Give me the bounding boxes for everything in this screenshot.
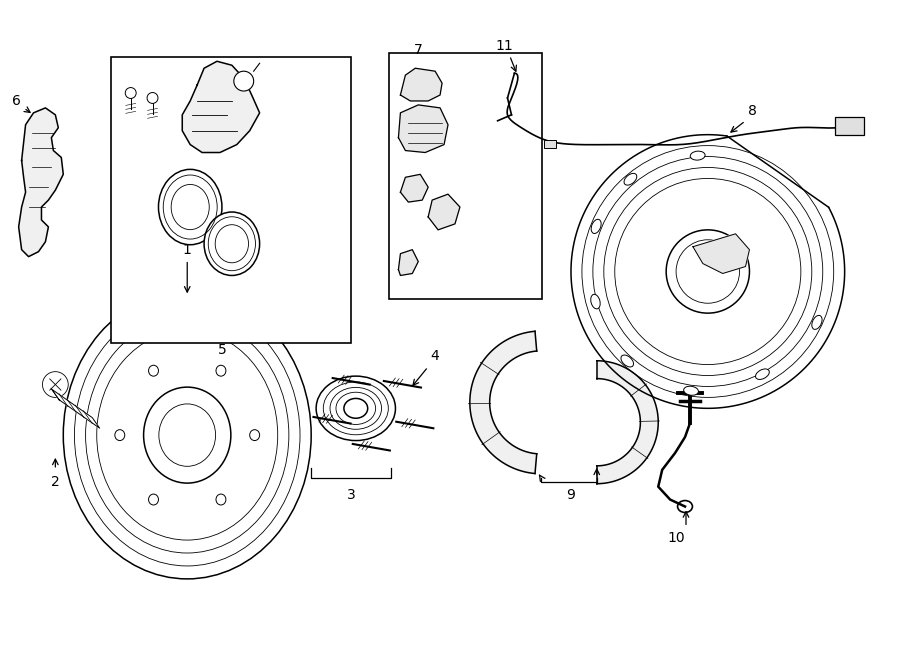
Polygon shape (399, 250, 418, 276)
Polygon shape (400, 175, 428, 202)
Polygon shape (183, 61, 259, 153)
Bar (834, 117, 865, 135)
Ellipse shape (591, 219, 601, 233)
Ellipse shape (624, 173, 637, 185)
Ellipse shape (812, 315, 822, 329)
Ellipse shape (755, 369, 770, 379)
Text: 2: 2 (51, 475, 59, 488)
Circle shape (147, 93, 158, 103)
Bar (544, 139, 556, 147)
Circle shape (666, 230, 750, 313)
Text: 4: 4 (431, 349, 439, 363)
Ellipse shape (684, 386, 698, 395)
Ellipse shape (216, 366, 226, 376)
Bar (389, 54, 542, 299)
Text: 1: 1 (183, 243, 192, 256)
Text: 7: 7 (414, 44, 423, 58)
Ellipse shape (316, 376, 395, 441)
Polygon shape (693, 234, 750, 274)
Ellipse shape (590, 294, 600, 309)
Circle shape (42, 371, 68, 397)
Ellipse shape (216, 494, 226, 505)
Ellipse shape (344, 399, 368, 418)
Polygon shape (51, 389, 100, 428)
Ellipse shape (690, 151, 705, 160)
Bar (111, 58, 351, 343)
Text: 5: 5 (218, 343, 226, 357)
Text: 9: 9 (566, 488, 575, 502)
Polygon shape (19, 108, 63, 256)
Polygon shape (399, 105, 448, 153)
Ellipse shape (148, 494, 158, 505)
Ellipse shape (144, 387, 231, 483)
Text: 11: 11 (496, 40, 513, 54)
Polygon shape (470, 331, 536, 473)
Ellipse shape (115, 430, 125, 441)
Text: 6: 6 (12, 94, 21, 108)
Ellipse shape (204, 212, 259, 276)
Ellipse shape (678, 500, 692, 512)
Ellipse shape (148, 366, 158, 376)
Text: 10: 10 (667, 531, 685, 545)
Ellipse shape (249, 430, 259, 441)
Polygon shape (400, 68, 442, 101)
Polygon shape (428, 194, 460, 230)
Circle shape (234, 71, 254, 91)
Polygon shape (571, 135, 845, 408)
Circle shape (125, 87, 136, 98)
Text: 8: 8 (748, 104, 757, 118)
Ellipse shape (158, 169, 222, 245)
Polygon shape (597, 361, 658, 484)
Ellipse shape (621, 355, 634, 367)
Text: 3: 3 (346, 488, 356, 502)
